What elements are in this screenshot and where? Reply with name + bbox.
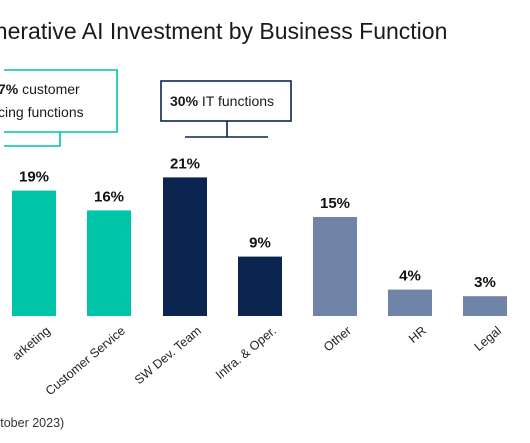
value-label-customer-service: 16% bbox=[94, 188, 124, 205]
bar-hr bbox=[388, 289, 432, 316]
callout-it-functions: 30% IT functions bbox=[160, 80, 292, 138]
callout-customer-bracket bbox=[4, 69, 118, 133]
callout-customer-facing: 7% customer cing functions bbox=[0, 69, 118, 147]
bar-sw-dev-team bbox=[163, 177, 207, 316]
callout-it-connector bbox=[185, 121, 268, 138]
chart-title: enerative AI Investment by Business Func… bbox=[0, 18, 448, 44]
value-label-infra-oper: 9% bbox=[249, 235, 271, 252]
value-label-arketing: 19% bbox=[19, 169, 49, 186]
value-labels-group: 19% 16% 21% 9% 15% 4% 3% bbox=[19, 155, 496, 291]
bar-customer-service bbox=[87, 210, 131, 316]
bar-legal bbox=[463, 296, 507, 316]
category-label-legal: Legal bbox=[471, 324, 503, 354]
callout-customer-rest: customer bbox=[18, 81, 80, 97]
bars-group bbox=[12, 177, 507, 316]
value-label-other: 15% bbox=[320, 195, 350, 212]
category-label-hr: HR bbox=[406, 324, 429, 346]
callout-it-pct: 30% bbox=[170, 93, 199, 109]
category-label-other: Other bbox=[321, 324, 354, 355]
callout-customer-pct: 7% bbox=[0, 81, 19, 97]
source-note: ctober 2023) bbox=[0, 416, 65, 430]
bar-infra-oper bbox=[238, 256, 282, 316]
callout-customer-line2: cing functions bbox=[0, 104, 84, 120]
callout-it-text: 30% IT functions bbox=[170, 93, 274, 109]
value-label-legal: 3% bbox=[474, 274, 496, 291]
category-label-infra-oper: Infra. & Oper. bbox=[213, 324, 279, 383]
value-label-sw-dev-team: 21% bbox=[170, 155, 200, 172]
callout-it-box bbox=[160, 80, 292, 122]
callout-customer-connector bbox=[4, 132, 61, 147]
category-label-arketing: arketing bbox=[10, 324, 53, 363]
bar-other bbox=[313, 217, 357, 316]
category-label-customer-service: Customer Service bbox=[43, 324, 128, 399]
category-label-sw-dev-team: SW Dev. Team bbox=[132, 324, 204, 388]
bar-arketing bbox=[12, 190, 56, 316]
callout-customer-line1: 7% customer bbox=[0, 81, 80, 97]
callout-it-rest: IT functions bbox=[198, 93, 274, 109]
value-label-hr: 4% bbox=[399, 268, 421, 285]
